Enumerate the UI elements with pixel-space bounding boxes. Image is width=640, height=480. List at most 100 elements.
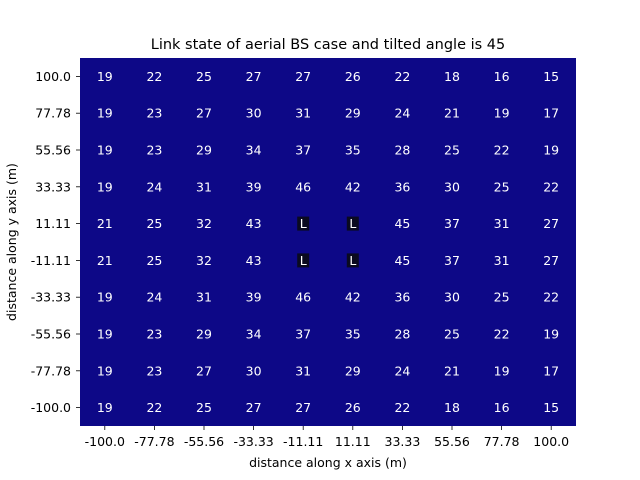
heatmap-cell-label: 27 (196, 363, 212, 378)
heatmap-cell-label: L (349, 216, 356, 231)
x-tick-label: 77.78 (484, 434, 520, 449)
heatmap-cell-label: 18 (444, 400, 460, 415)
heatmap-cell-label: 22 (543, 179, 559, 194)
heatmap-cell-label: 21 (97, 216, 113, 231)
heatmap-cell-label: 23 (146, 106, 162, 121)
x-tick-label: 33.33 (385, 434, 421, 449)
y-tick-label: 55.56 (35, 143, 71, 158)
heatmap-cell-label: 34 (246, 327, 262, 342)
heatmap-cell-label: 16 (494, 400, 510, 415)
y-tick-label: -55.56 (31, 327, 71, 342)
heatmap-cell-label: 24 (394, 363, 410, 378)
heatmap-cell-label: 43 (246, 216, 262, 231)
x-tick-label: -100.0 (85, 434, 125, 449)
heatmap-cell-label: 24 (394, 106, 410, 121)
heatmap-cell-label: 19 (97, 179, 113, 194)
heatmap-cell-label: 27 (543, 216, 559, 231)
heatmap-cell-label: 32 (196, 216, 212, 231)
heatmap-cell-label: 46 (295, 290, 311, 305)
heatmap-cell-label: 22 (394, 400, 410, 415)
heatmap-cells: 19 22 25 27 27 26 22 18 16 15 19 23 27 30 31 29 24 21 19 17… (80, 58, 576, 426)
heatmap-cell-label: 21 (444, 106, 460, 121)
heatmap-cell-label: 19 (543, 143, 559, 158)
y-tick-label: -11.11 (31, 253, 71, 268)
heatmap-cell-label: 16 (494, 69, 510, 84)
heatmap-cell-label: 25 (196, 400, 212, 415)
heatmap-cell-label: 42 (345, 290, 361, 305)
heatmap-cell-label: 28 (394, 143, 410, 158)
heatmap-cell-label: 30 (444, 290, 460, 305)
heatmap-cell-label: 27 (196, 106, 212, 121)
heatmap-cell-label: 17 (543, 106, 559, 121)
heatmap-cell-label: 21 (444, 363, 460, 378)
heatmap-cell-label: 18 (444, 69, 460, 84)
heatmap-cell-label: 25 (444, 327, 460, 342)
heatmap-cell-label: 22 (543, 290, 559, 305)
heatmap-cell-label: 32 (196, 253, 212, 268)
heatmap-cell-label: 19 (543, 327, 559, 342)
heatmap-cell-label: 22 (146, 400, 162, 415)
x-axis-label: distance along x axis (m) (249, 455, 407, 470)
y-tick-label: 11.11 (35, 216, 71, 231)
y-tick-label: 33.33 (35, 179, 71, 194)
heatmap-cell-label: 27 (246, 400, 262, 415)
heatmap-cell-label: 34 (246, 143, 262, 158)
heatmap-cell-los-marker (297, 253, 310, 268)
heatmap-cell-label: 19 (97, 106, 113, 121)
heatmap-cell-label: 19 (97, 327, 113, 342)
heatmap-cell-los-marker (346, 216, 359, 231)
y-tick-label: -33.33 (31, 290, 71, 305)
heatmap-cell-label: 25 (444, 143, 460, 158)
chart-title: Link state of aerial BS case and tilted … (151, 37, 506, 53)
heatmap-cell-label: 23 (146, 143, 162, 158)
heatmap-cell-label: 37 (444, 253, 460, 268)
y-tick-label: -77.78 (31, 363, 71, 378)
heatmap-cell-label: 30 (246, 106, 262, 121)
heatmap-cell-label: 25 (196, 69, 212, 84)
heatmap-cell-label: 19 (494, 363, 510, 378)
heatmap-cell-label: 37 (444, 216, 460, 231)
heatmap-cell-label: 29 (196, 143, 212, 158)
heatmap-cell-label: 19 (97, 363, 113, 378)
heatmap-cell-label: 29 (345, 106, 361, 121)
heatmap-cell-label: 35 (345, 143, 361, 158)
x-tick-label: 55.56 (434, 434, 470, 449)
heatmap-cell-label: 39 (246, 290, 262, 305)
heatmap-cell-label: 23 (146, 363, 162, 378)
heatmap-cell-label: 31 (196, 290, 212, 305)
y-tick-label: 77.78 (35, 106, 71, 121)
heatmap-cell-label: 21 (97, 253, 113, 268)
heatmap-cell-label: 36 (394, 179, 410, 194)
heatmap-cell-label: 46 (295, 179, 311, 194)
heatmap-cell-label: 19 (97, 69, 113, 84)
heatmap-cell-label: 19 (494, 106, 510, 121)
heatmap-cell-label: 17 (543, 363, 559, 378)
y-axis-label: distance along y axis (m) (4, 163, 19, 321)
heatmap-cell-label: 19 (97, 143, 113, 158)
heatmap-cell-label: 24 (146, 290, 162, 305)
x-tick-label: 11.11 (335, 434, 371, 449)
heatmap-cell-label: 31 (295, 106, 311, 121)
y-tick-label: -100.0 (31, 400, 71, 415)
heatmap-cell-label: 25 (146, 253, 162, 268)
heatmap-cell-label: 22 (494, 327, 510, 342)
x-tick-label: 100.0 (533, 434, 569, 449)
heatmap-cell-label: 45 (394, 253, 410, 268)
x-tick-label: -11.11 (283, 434, 323, 449)
heatmap-background (80, 58, 576, 426)
heatmap-cell-label: 29 (345, 363, 361, 378)
heatmap-cell-label: 27 (295, 400, 311, 415)
y-axis: 100.0 77.78 55.56 33.33 11.11 -11.11 -33.33 -55… (31, 69, 80, 415)
heatmap-cell-label: 42 (345, 179, 361, 194)
heatmap-cell-label: 19 (97, 290, 113, 305)
heatmap-cell-label: 25 (494, 179, 510, 194)
heatmap-cell-label: 30 (444, 179, 460, 194)
heatmap-cell-label: 29 (196, 327, 212, 342)
x-tick-label: -33.33 (233, 434, 273, 449)
heatmap-cell-label: 28 (394, 327, 410, 342)
heatmap-cell-label: L (300, 216, 307, 231)
heatmap-cell-label: 23 (146, 327, 162, 342)
heatmap-cell-label: 27 (246, 69, 262, 84)
heatmap-cell-label: L (349, 253, 356, 268)
heatmap-cell-label: 26 (345, 69, 361, 84)
